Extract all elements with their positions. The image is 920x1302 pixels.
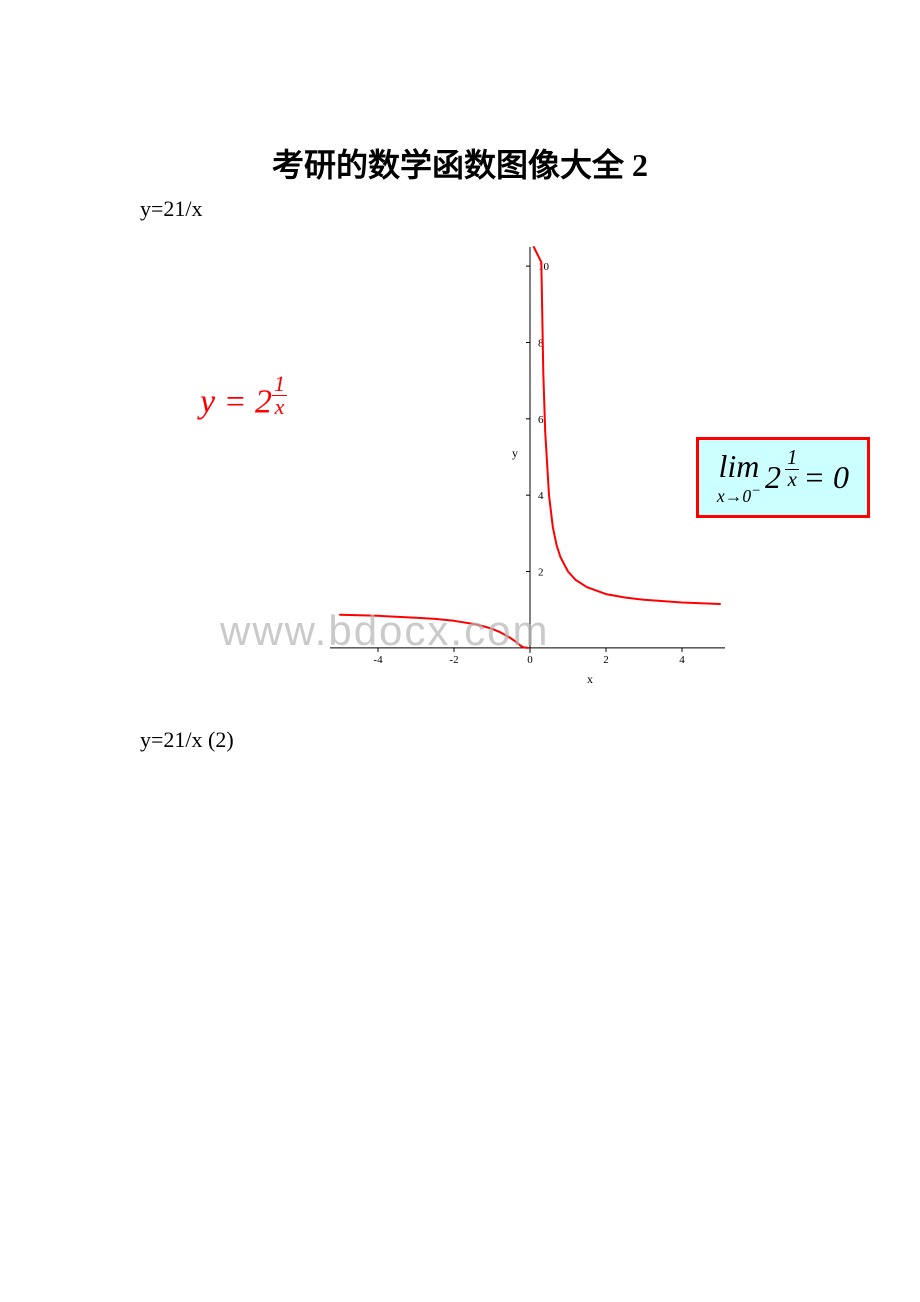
svg-text:0: 0 <box>527 654 533 666</box>
title-number: 2 <box>632 147 648 183</box>
caption-1: y=21/x <box>0 196 920 222</box>
eq-exp-num: 1 <box>272 373 287 396</box>
lim-sub: x→0− <box>717 484 761 505</box>
eq-base: 2 <box>255 383 272 420</box>
lim-equals: = 0 <box>803 459 849 496</box>
svg-text:2: 2 <box>603 654 609 666</box>
lim-exp-num: 1 <box>785 448 799 470</box>
svg-text:6: 6 <box>538 414 544 426</box>
limit-operator: lim x→0− <box>717 450 761 505</box>
chart-container: -4-2024246810yx y = 21x www.bdocx.com li… <box>140 227 780 707</box>
lim-sub-var: x <box>717 486 725 506</box>
lim-sub-sign: − <box>751 483 761 499</box>
limit-box: lim x→0− 21x = 0 <box>696 437 870 518</box>
function-chart: -4-2024246810yx <box>140 227 780 707</box>
lim-label: lim <box>719 450 760 482</box>
svg-text:-4: -4 <box>373 654 383 666</box>
caption-2: y=21/x (2) <box>0 727 920 753</box>
lim-exponent: 1x <box>785 448 799 491</box>
page-title: 考研的数学函数图像大全 2 <box>0 0 920 196</box>
svg-text:4: 4 <box>538 490 544 502</box>
svg-text:y: y <box>512 446 518 460</box>
svg-text:-2: -2 <box>449 654 458 666</box>
title-text: 考研的数学函数图像大全 <box>272 147 624 183</box>
equation-label: y = 21x <box>200 382 287 427</box>
limit-content: lim x→0− 21x = 0 <box>717 450 849 505</box>
svg-text:2: 2 <box>538 567 544 579</box>
lim-sub-arrow: →0 <box>725 486 751 506</box>
svg-text:10: 10 <box>538 261 550 273</box>
svg-text:4: 4 <box>679 654 685 666</box>
lim-exp-den: x <box>785 470 799 491</box>
eq-equals: = <box>224 383 255 420</box>
svg-text:x: x <box>587 672 593 686</box>
eq-exp-den: x <box>272 396 287 418</box>
eq-y: y <box>200 383 215 420</box>
lim-base: 2 <box>765 459 781 496</box>
eq-exponent: 1x <box>272 373 287 418</box>
